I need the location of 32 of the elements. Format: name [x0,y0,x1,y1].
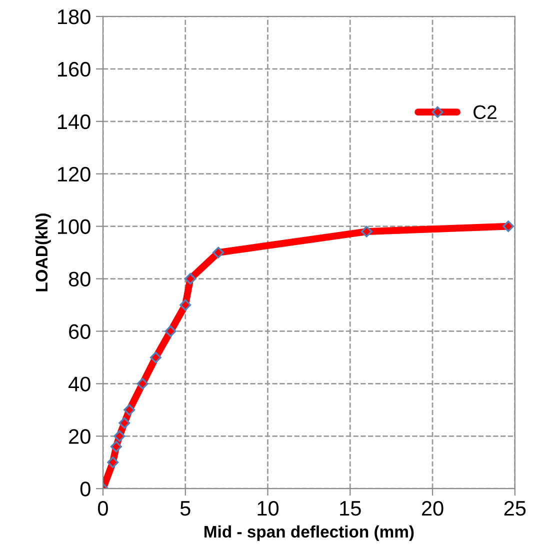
point [164,325,176,337]
x-tick-label: 0 [98,500,108,516]
x-tick-label: 20 [422,500,444,516]
x-tick-label: 15 [340,501,361,516]
point [124,404,136,416]
x-tick-label: 5 [180,501,190,516]
x-tick-label: 10 [258,500,279,516]
point [180,299,192,311]
point [114,430,126,442]
point [502,220,514,232]
y-tick-label: 180 [58,9,90,24]
y-tick-label: 140 [58,114,90,130]
y-tick-label: 20 [69,429,90,444]
y-tick-label: 40 [68,376,90,392]
y-axis-title: LOAD(kN) [35,214,51,292]
point [110,440,122,452]
legend-label: C2 [474,105,496,120]
point [118,417,130,429]
point [212,246,224,258]
y-tick-label: 0 [80,482,90,496]
y-tick-label: 100 [58,219,90,234]
point [150,352,162,364]
x-tick-label: 25 [504,500,526,516]
y-tick-label: 60 [69,324,90,339]
point [136,378,148,390]
point [107,456,119,468]
x-axis-title: Mid - span deflection (mm) [204,525,414,541]
point [184,273,196,285]
y-tick-label: 160 [58,62,90,77]
point [360,226,372,238]
y-tick-label: 80 [68,272,90,287]
y-tick-label: 120 [58,166,90,182]
